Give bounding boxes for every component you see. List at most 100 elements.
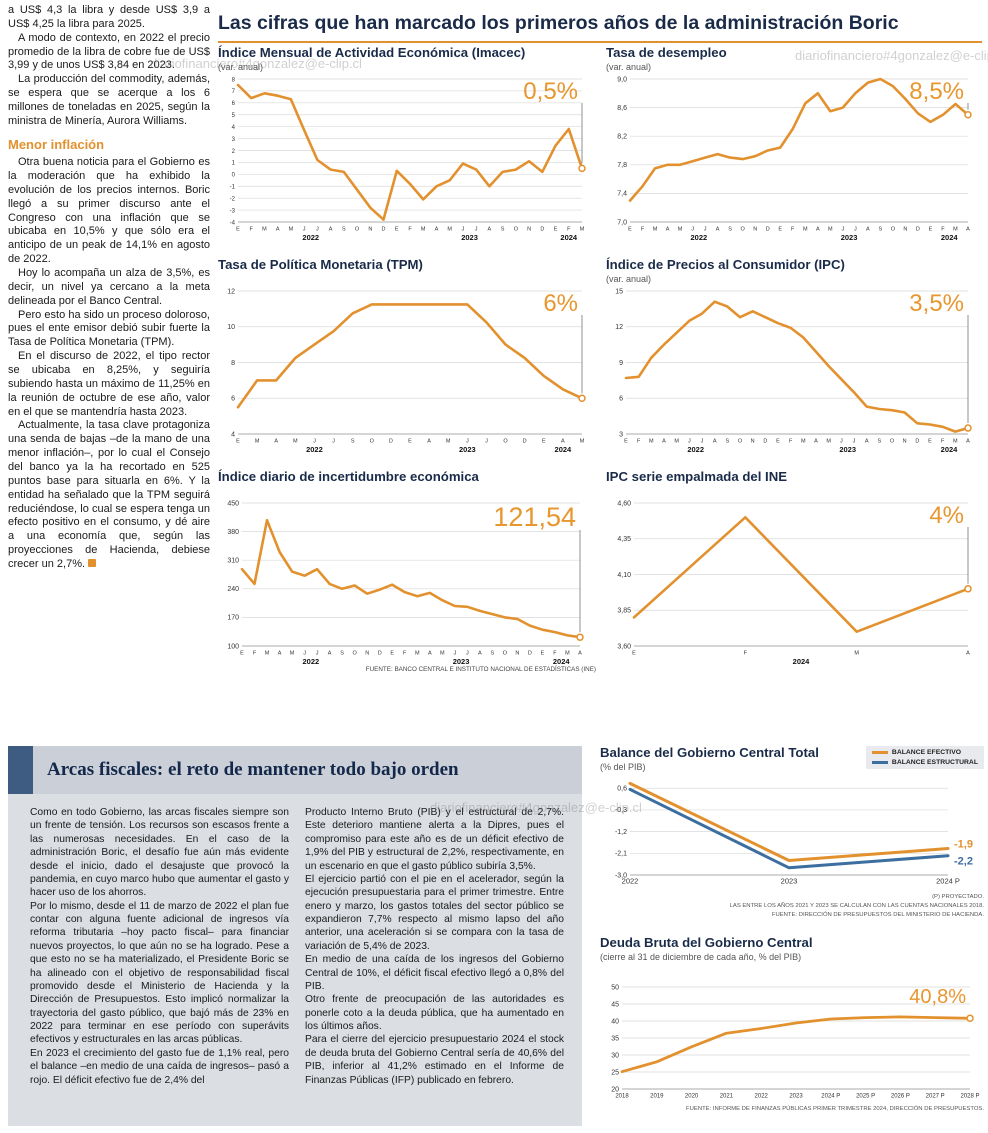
svg-text:J: J xyxy=(854,226,857,232)
svg-text:D: D xyxy=(528,650,532,656)
svg-text:20: 20 xyxy=(611,1086,619,1093)
svg-text:A: A xyxy=(561,438,565,444)
svg-text:A: A xyxy=(662,438,666,444)
svg-text:-1,2: -1,2 xyxy=(615,828,627,835)
svg-text:A: A xyxy=(716,226,720,232)
svg-text:J: J xyxy=(466,438,469,444)
svg-text:J: J xyxy=(453,650,456,656)
svg-text:121,54: 121,54 xyxy=(493,502,576,532)
svg-text:E: E xyxy=(236,438,240,444)
article-paragraph: Hoy lo acompaña un alza de 3,5%, es deci… xyxy=(8,266,210,307)
svg-text:O: O xyxy=(503,438,508,444)
chart-subtitle: (var. anual) xyxy=(606,273,652,284)
svg-text:S: S xyxy=(728,226,732,232)
svg-text:0,5%: 0,5% xyxy=(523,78,578,105)
svg-text:2023: 2023 xyxy=(841,233,858,242)
svg-text:2023: 2023 xyxy=(781,876,798,885)
svg-text:240: 240 xyxy=(227,586,239,593)
svg-text:J: J xyxy=(701,438,704,444)
chart-subtitle: (var. anual) xyxy=(218,61,264,72)
svg-text:4,60: 4,60 xyxy=(617,500,631,507)
svg-text:8: 8 xyxy=(232,77,236,83)
svg-text:J: J xyxy=(316,650,319,656)
svg-text:J: J xyxy=(303,650,306,656)
svg-text:M: M xyxy=(580,226,585,232)
footnote: (P) PROYECTADO. xyxy=(932,893,984,900)
svg-text:2022: 2022 xyxy=(306,445,323,454)
svg-text:O: O xyxy=(355,226,360,232)
svg-text:A: A xyxy=(966,226,970,232)
svg-text:7,4: 7,4 xyxy=(617,190,627,197)
svg-text:O: O xyxy=(738,438,743,444)
chart-title: Balance del Gobierno Central Total xyxy=(600,745,819,760)
svg-text:A: A xyxy=(966,650,970,656)
svg-text:450: 450 xyxy=(227,500,239,507)
svg-text:2022: 2022 xyxy=(755,1093,769,1099)
svg-text:3,60: 3,60 xyxy=(617,643,631,650)
svg-text:2024 P: 2024 P xyxy=(821,1093,840,1099)
svg-text:40,8%: 40,8% xyxy=(909,986,966,1008)
svg-text:O: O xyxy=(890,438,895,444)
svg-text:2024 P: 2024 P xyxy=(936,876,960,885)
svg-text:40: 40 xyxy=(611,1018,619,1025)
svg-text:F: F xyxy=(637,438,641,444)
legend-item: BALANCE EFECTIVO xyxy=(871,749,978,756)
chart-subtitle xyxy=(218,486,596,498)
svg-text:5: 5 xyxy=(232,113,236,119)
svg-text:3: 3 xyxy=(232,136,236,142)
svg-text:S: S xyxy=(342,226,346,232)
svg-text:N: N xyxy=(365,650,369,656)
svg-text:D: D xyxy=(382,226,386,232)
svg-text:2022: 2022 xyxy=(691,233,708,242)
svg-text:F: F xyxy=(941,226,945,232)
svg-text:M: M xyxy=(649,438,654,444)
svg-text:A: A xyxy=(666,226,670,232)
svg-text:4,10: 4,10 xyxy=(617,571,631,578)
article-paragraph: Otra buena noticia para el Gobierno es l… xyxy=(8,156,210,266)
chart-title: Índice Mensual de Actividad Económica (I… xyxy=(218,45,526,60)
svg-text:E: E xyxy=(408,438,412,444)
fiscal-column-1: Como en todo Gobierno, las arcas fiscale… xyxy=(30,806,289,1087)
fiscal-paragraph: Otro frente de preocupación de las autor… xyxy=(305,994,564,1032)
svg-text:4,35: 4,35 xyxy=(617,536,631,543)
fiscal-paragraph: En 2023 el crecimiento del gasto fue de … xyxy=(30,1047,289,1086)
svg-text:-1: -1 xyxy=(230,184,236,190)
fiscal-accent-bar xyxy=(8,746,33,794)
svg-text:2022: 2022 xyxy=(303,657,320,666)
svg-text:8,6: 8,6 xyxy=(617,104,627,111)
svg-text:2023: 2023 xyxy=(459,445,476,454)
svg-text:10: 10 xyxy=(227,324,235,331)
svg-text:O: O xyxy=(741,226,746,232)
svg-text:2023: 2023 xyxy=(839,445,856,454)
svg-text:E: E xyxy=(395,226,399,232)
svg-text:E: E xyxy=(236,226,240,232)
svg-text:M: M xyxy=(293,438,298,444)
svg-text:30: 30 xyxy=(611,1052,619,1059)
svg-text:A: A xyxy=(278,650,282,656)
svg-text:9,0: 9,0 xyxy=(617,76,627,83)
end-of-article-icon xyxy=(88,559,97,568)
svg-text:N: N xyxy=(527,226,531,232)
svg-text:15: 15 xyxy=(615,288,623,295)
fiscal-article-box: Arcas fiscales: el reto de mantener todo… xyxy=(8,746,582,1126)
svg-text:2018: 2018 xyxy=(615,1093,629,1099)
chart-subtitle: (cierre al 31 de diciembre de cada año, … xyxy=(600,951,802,962)
svg-text:A: A xyxy=(713,438,717,444)
svg-text:A: A xyxy=(966,438,970,444)
fiscal-paragraph: Por lo mismo, desde el 11 de marzo de 20… xyxy=(30,900,289,1046)
svg-text:2022: 2022 xyxy=(622,876,639,885)
article-paragraph: A modo de contexto, en 2022 el precio pr… xyxy=(8,31,210,72)
svg-text:J: J xyxy=(485,438,488,444)
article-paragraph: La producción del commodity, además, se … xyxy=(8,73,210,127)
chart-subtitle xyxy=(218,274,596,286)
svg-text:A: A xyxy=(865,438,869,444)
svg-text:E: E xyxy=(390,650,394,656)
svg-text:J: J xyxy=(840,438,843,444)
svg-text:M: M xyxy=(801,438,806,444)
svg-text:M: M xyxy=(953,438,958,444)
svg-text:6%: 6% xyxy=(543,290,578,317)
svg-text:2023: 2023 xyxy=(453,657,470,666)
